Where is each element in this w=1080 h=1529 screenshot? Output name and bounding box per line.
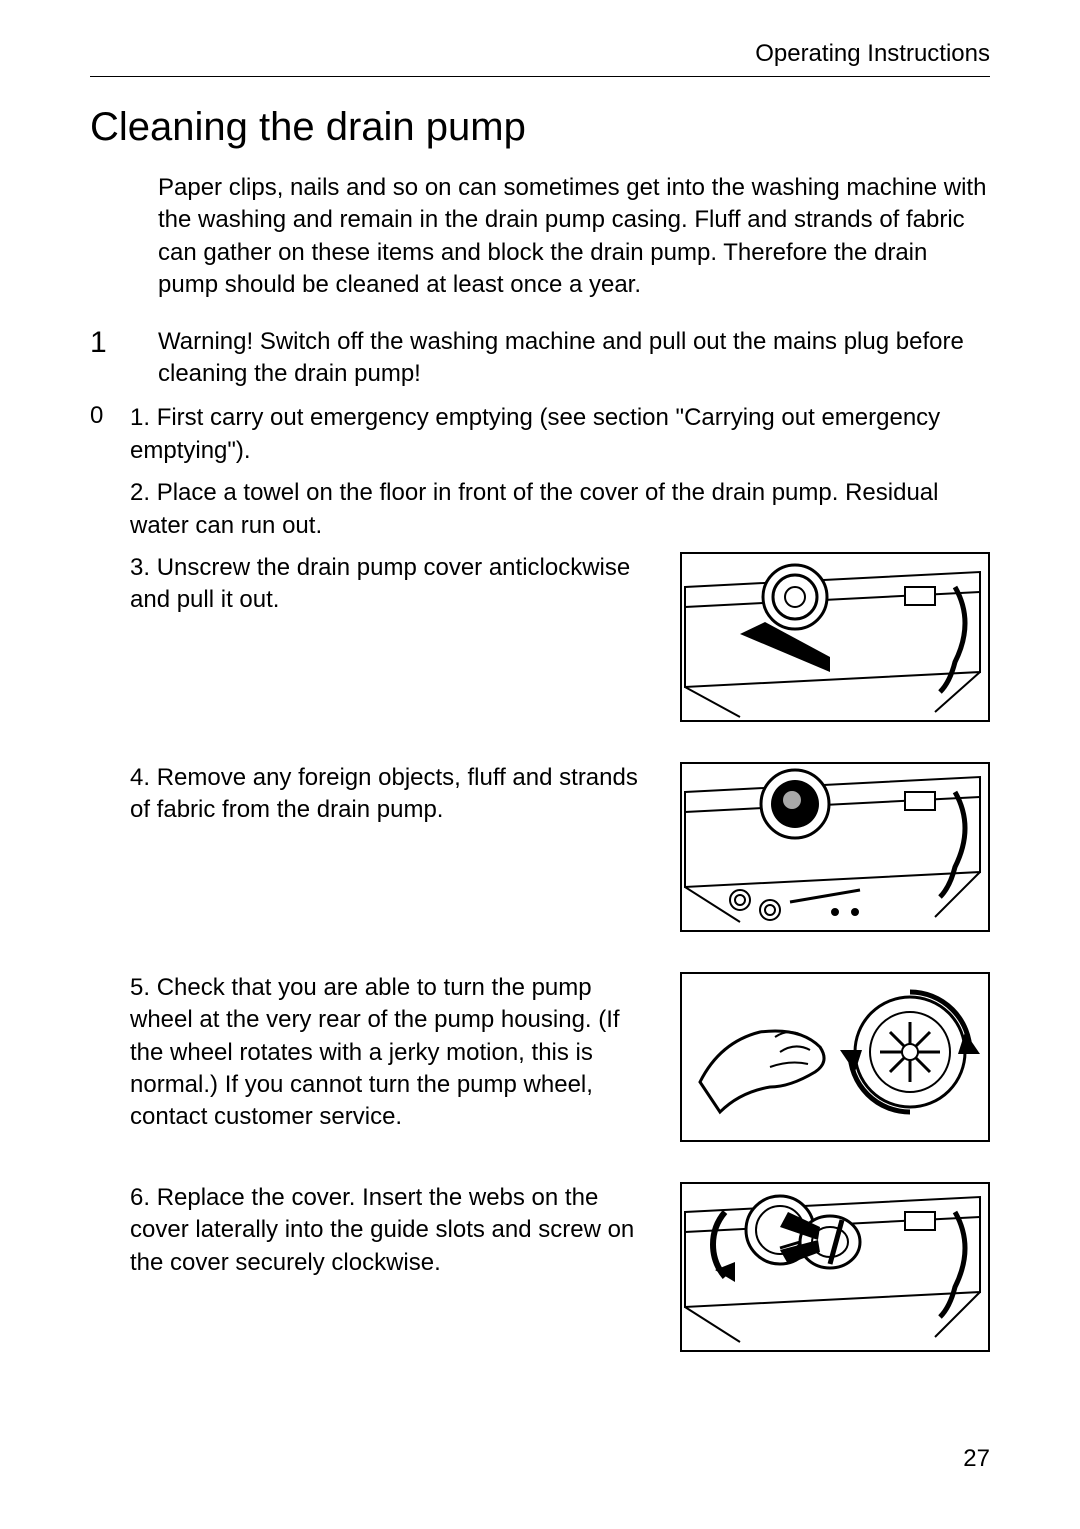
header-section-label: Operating Instructions [90,40,990,68]
page-number: 27 [963,1445,990,1473]
page-title: Cleaning the drain pump [90,105,990,150]
step-text: 6. Replace the cover. Insert the webs on… [130,1182,656,1279]
step-row: 3. Unscrew the drain pump cover anticloc… [130,552,990,762]
step-row: 6. Replace the cover. Insert the webs on… [130,1182,990,1392]
illustration-turn-wheel [680,972,990,1142]
illustration-unscrew-cover [680,552,990,722]
manual-page: Operating Instructions Cleaning the drai… [0,0,1080,1529]
step-number: 2. [130,479,150,506]
step-text: 2. Place a towel on the floor in front o… [130,477,990,542]
step-number: 3. [130,554,150,581]
step-text: 5. Check that you are able to turn the p… [130,972,656,1134]
step-row: 4. Remove any foreign objects, fluff and… [130,762,990,972]
step-number: 6. [130,1184,150,1211]
step-text: 1. First carry out emergency emptying (s… [130,402,990,467]
step-body: Remove any foreign objects, fluff and st… [130,764,638,823]
warning-marker: 1 [90,326,158,391]
step-text: 4. Remove any foreign objects, fluff and… [130,762,656,827]
step-body: Unscrew the drain pump cover anticlockwi… [130,554,630,613]
intro-paragraph: Paper clips, nails and so on can sometim… [158,172,990,302]
step-body: Replace the cover. Insert the webs on th… [130,1184,634,1276]
step-row: 5. Check that you are able to turn the p… [130,972,990,1182]
header-rule: Operating Instructions [90,40,990,77]
steps-block: 0 1. First carry out emergency emptying … [90,402,990,1392]
step-number: 1. [130,404,150,431]
step-body: Place a towel on the floor in front of t… [130,479,938,538]
step-row: 1. First carry out emergency emptying (s… [130,402,990,467]
step-body: Check that you are able to turn the pump… [130,974,620,1131]
step-row: 2. Place a towel on the floor in front o… [130,477,990,542]
list-marker: 0 [90,402,130,1392]
illustration-replace-cover [680,1182,990,1352]
step-list: 1. First carry out emergency emptying (s… [130,402,990,1392]
warning-text: Warning! Switch off the washing machine … [158,326,990,391]
warning-block: 1 Warning! Switch off the washing machin… [90,326,990,391]
step-number: 4. [130,764,150,791]
step-number: 5. [130,974,150,1001]
illustration-remove-debris [680,762,990,932]
step-text: 3. Unscrew the drain pump cover anticloc… [130,552,656,617]
step-body: First carry out emergency emptying (see … [130,404,940,463]
